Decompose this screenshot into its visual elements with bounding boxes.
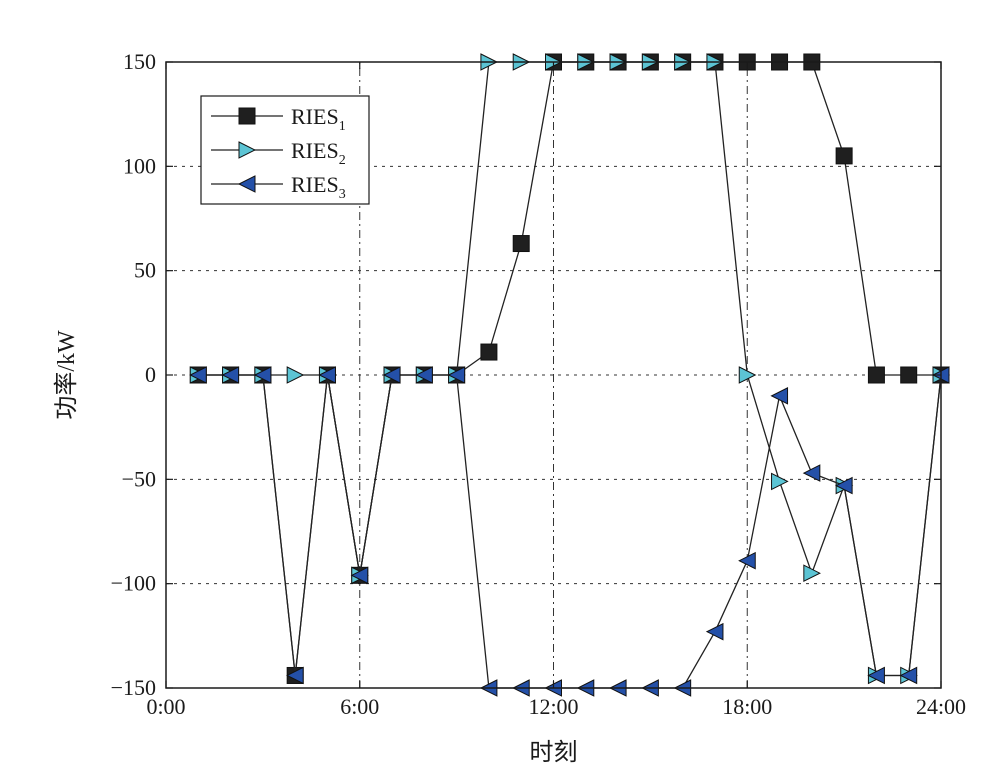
legend-item: RIES1 — [211, 104, 346, 134]
y-tick-label: −150 — [111, 675, 156, 700]
y-tick-label: −100 — [111, 571, 156, 596]
data-point — [867, 666, 885, 685]
series-ries-3 — [189, 366, 950, 697]
data-point — [286, 366, 305, 384]
legend-label-subscript: 1 — [339, 119, 346, 134]
legend-label-subscript: 2 — [339, 153, 346, 168]
legend-item: RIES2 — [211, 138, 346, 168]
y-tick-label: −50 — [122, 466, 156, 491]
y-tick-label: 0 — [145, 362, 156, 387]
data-point — [738, 551, 756, 570]
data-point — [803, 564, 821, 583]
series-line — [198, 374, 942, 689]
data-point — [415, 366, 433, 384]
legend-label: RIES3 — [291, 172, 346, 202]
data-point — [189, 366, 207, 384]
legend-marker — [237, 175, 256, 193]
data-point — [350, 566, 369, 585]
y-axis-title: 功率/kW — [53, 330, 80, 420]
legend-label-name: RIES — [291, 104, 339, 129]
y-tick-label: 100 — [123, 153, 156, 178]
data-point — [480, 343, 498, 361]
data-point — [899, 666, 918, 685]
data-point — [867, 366, 885, 384]
x-tick-label: 18:00 — [722, 694, 772, 719]
y-tick-label: 50 — [134, 258, 156, 283]
data-point — [318, 366, 336, 384]
data-point — [835, 476, 853, 495]
x-tick-label: 6:00 — [340, 694, 379, 719]
legend-label: RIES1 — [291, 104, 346, 134]
legend-marker — [238, 107, 256, 125]
x-tick-label: 24:00 — [916, 694, 966, 719]
data-point — [900, 366, 918, 384]
data-point — [447, 366, 466, 384]
x-axis-title: 时刻 — [530, 739, 578, 766]
data-point — [382, 366, 401, 384]
legend-label-subscript: 3 — [339, 187, 346, 202]
x-tick-label: 0:00 — [146, 694, 185, 719]
legend-label-name: RIES — [291, 172, 339, 197]
data-point — [512, 235, 530, 253]
data-point — [221, 366, 240, 384]
data-point — [705, 622, 724, 641]
legend-label: RIES2 — [291, 138, 346, 168]
y-tick-label: 150 — [123, 49, 156, 74]
data-point — [253, 366, 272, 384]
x-tick-label: 12:00 — [528, 694, 578, 719]
data-point — [738, 366, 757, 384]
data-point — [802, 464, 821, 482]
legend-label-name: RIES — [291, 138, 339, 163]
data-point — [286, 666, 304, 685]
axis-ticks: 0:00 6:00 12:00 18:00 24:00 150 100 50 0 −50 −100 −… — [111, 49, 966, 719]
data-point — [771, 472, 789, 491]
legend-marker — [238, 141, 257, 159]
series-layer — [189, 53, 951, 697]
legend-item: RIES3 — [211, 172, 346, 202]
data-point — [835, 147, 853, 165]
data-point — [770, 387, 789, 405]
